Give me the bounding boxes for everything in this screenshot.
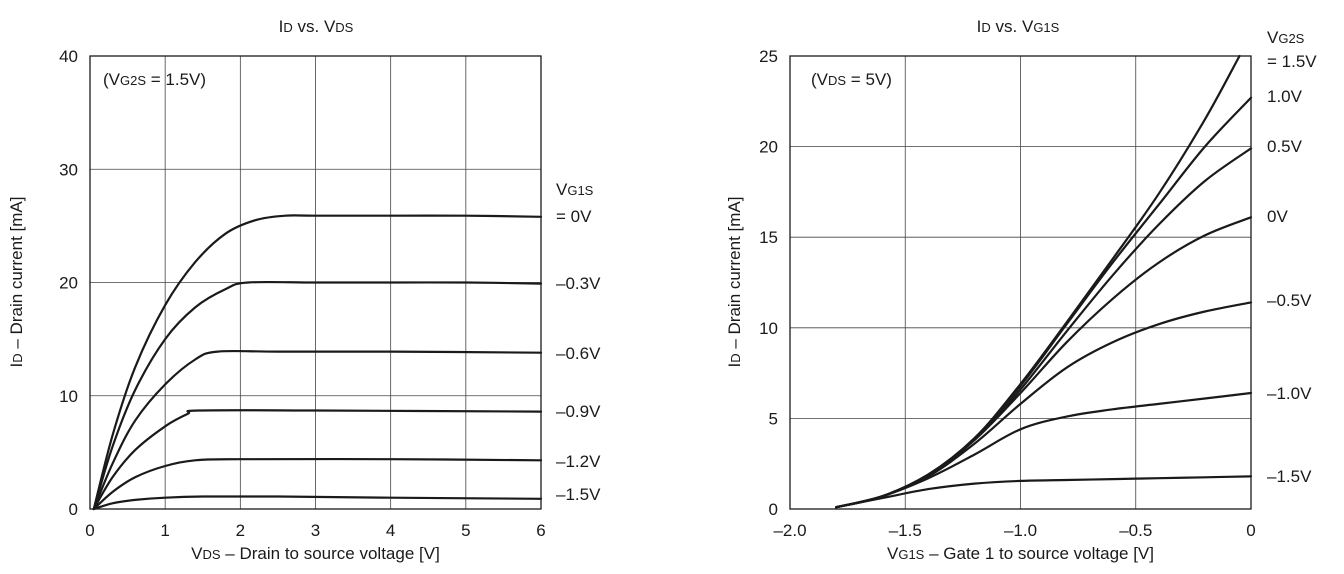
series-label: 1.0V bbox=[1267, 87, 1303, 106]
x-tick-label: 4 bbox=[386, 521, 395, 540]
y-axis-label: ID – Drain current [mA] bbox=[7, 197, 26, 368]
plot-frame bbox=[789, 55, 1252, 510]
x-tick-label: –2.0 bbox=[773, 521, 806, 540]
x-tick-label: 1 bbox=[160, 521, 169, 540]
x-tick-label: 3 bbox=[311, 521, 320, 540]
series-line bbox=[92, 495, 543, 511]
x-tick-label: 2 bbox=[236, 521, 245, 540]
series-label: –1.2V bbox=[556, 452, 601, 471]
legend-title: VG2S bbox=[1267, 28, 1305, 47]
y-tick-label: 20 bbox=[59, 274, 78, 293]
y-tick-label: 0 bbox=[769, 500, 778, 519]
chart-title: ID vs. VG1S bbox=[977, 17, 1060, 36]
y-tick-label: 40 bbox=[59, 47, 78, 66]
legend-title: VG1S bbox=[556, 180, 594, 199]
x-tick-label: –1.0 bbox=[1004, 521, 1037, 540]
series-label: = 1.5V bbox=[1267, 52, 1317, 71]
chart-1: 0 1 2 3 4 5 6 0 10 20 30 40 ID vs. VDS VDS – Drain to… bbox=[7, 17, 601, 563]
series-label: –0.9V bbox=[556, 402, 601, 421]
condition-label: (VG2S = 1.5V) bbox=[103, 70, 206, 89]
series-label: –1.5V bbox=[1267, 467, 1312, 486]
series-line bbox=[92, 349, 543, 511]
series-label: –0.6V bbox=[556, 344, 601, 363]
series-label: –0.3V bbox=[556, 274, 601, 293]
x-tick-label: –0.5 bbox=[1119, 521, 1152, 540]
x-axis-label: VG1S – Gate 1 to source voltage [V] bbox=[887, 544, 1154, 563]
y-tick-label: 5 bbox=[769, 409, 778, 428]
series-label: = 0V bbox=[556, 207, 592, 226]
series-label: –1.5V bbox=[556, 485, 601, 504]
x-tick-label: 5 bbox=[461, 521, 470, 540]
x-tick-label: 6 bbox=[536, 521, 545, 540]
y-axis-label: ID – Drain current [mA] bbox=[725, 197, 744, 368]
series-line bbox=[92, 214, 543, 511]
series-label: –1.0V bbox=[1267, 384, 1312, 403]
series-line bbox=[835, 391, 1253, 509]
y-tick-label: 30 bbox=[59, 160, 78, 179]
series-line bbox=[92, 457, 543, 511]
y-tick-label: 25 bbox=[759, 47, 778, 66]
series-line bbox=[835, 475, 1253, 509]
series-label: 0V bbox=[1267, 207, 1288, 226]
condition-label: (VDS = 5V) bbox=[811, 70, 892, 89]
x-axis-label: VDS – Drain to source voltage [V] bbox=[191, 544, 440, 563]
series-label: 0.5V bbox=[1267, 137, 1303, 156]
chart-title: ID vs. VDS bbox=[279, 17, 354, 36]
y-tick-label: 10 bbox=[59, 387, 78, 406]
x-tick-label: –1.5 bbox=[889, 521, 922, 540]
y-tick-label: 0 bbox=[69, 500, 78, 519]
series-line bbox=[835, 301, 1253, 509]
series-line bbox=[92, 409, 543, 511]
y-tick-label: 10 bbox=[759, 319, 778, 338]
series-line bbox=[92, 280, 543, 511]
series-line bbox=[835, 96, 1253, 509]
series-label: –0.5V bbox=[1267, 291, 1312, 310]
y-tick-label: 15 bbox=[759, 228, 778, 247]
chart-2: –2.0 –1.5 –1.0 –0.5 0 0 5 10 15 20 25 ID vs. VG1S VG… bbox=[725, 17, 1317, 563]
x-tick-label: 0 bbox=[85, 521, 94, 540]
y-tick-label: 20 bbox=[759, 138, 778, 157]
x-tick-label: 0 bbox=[1246, 521, 1255, 540]
series-line bbox=[835, 54, 1241, 509]
